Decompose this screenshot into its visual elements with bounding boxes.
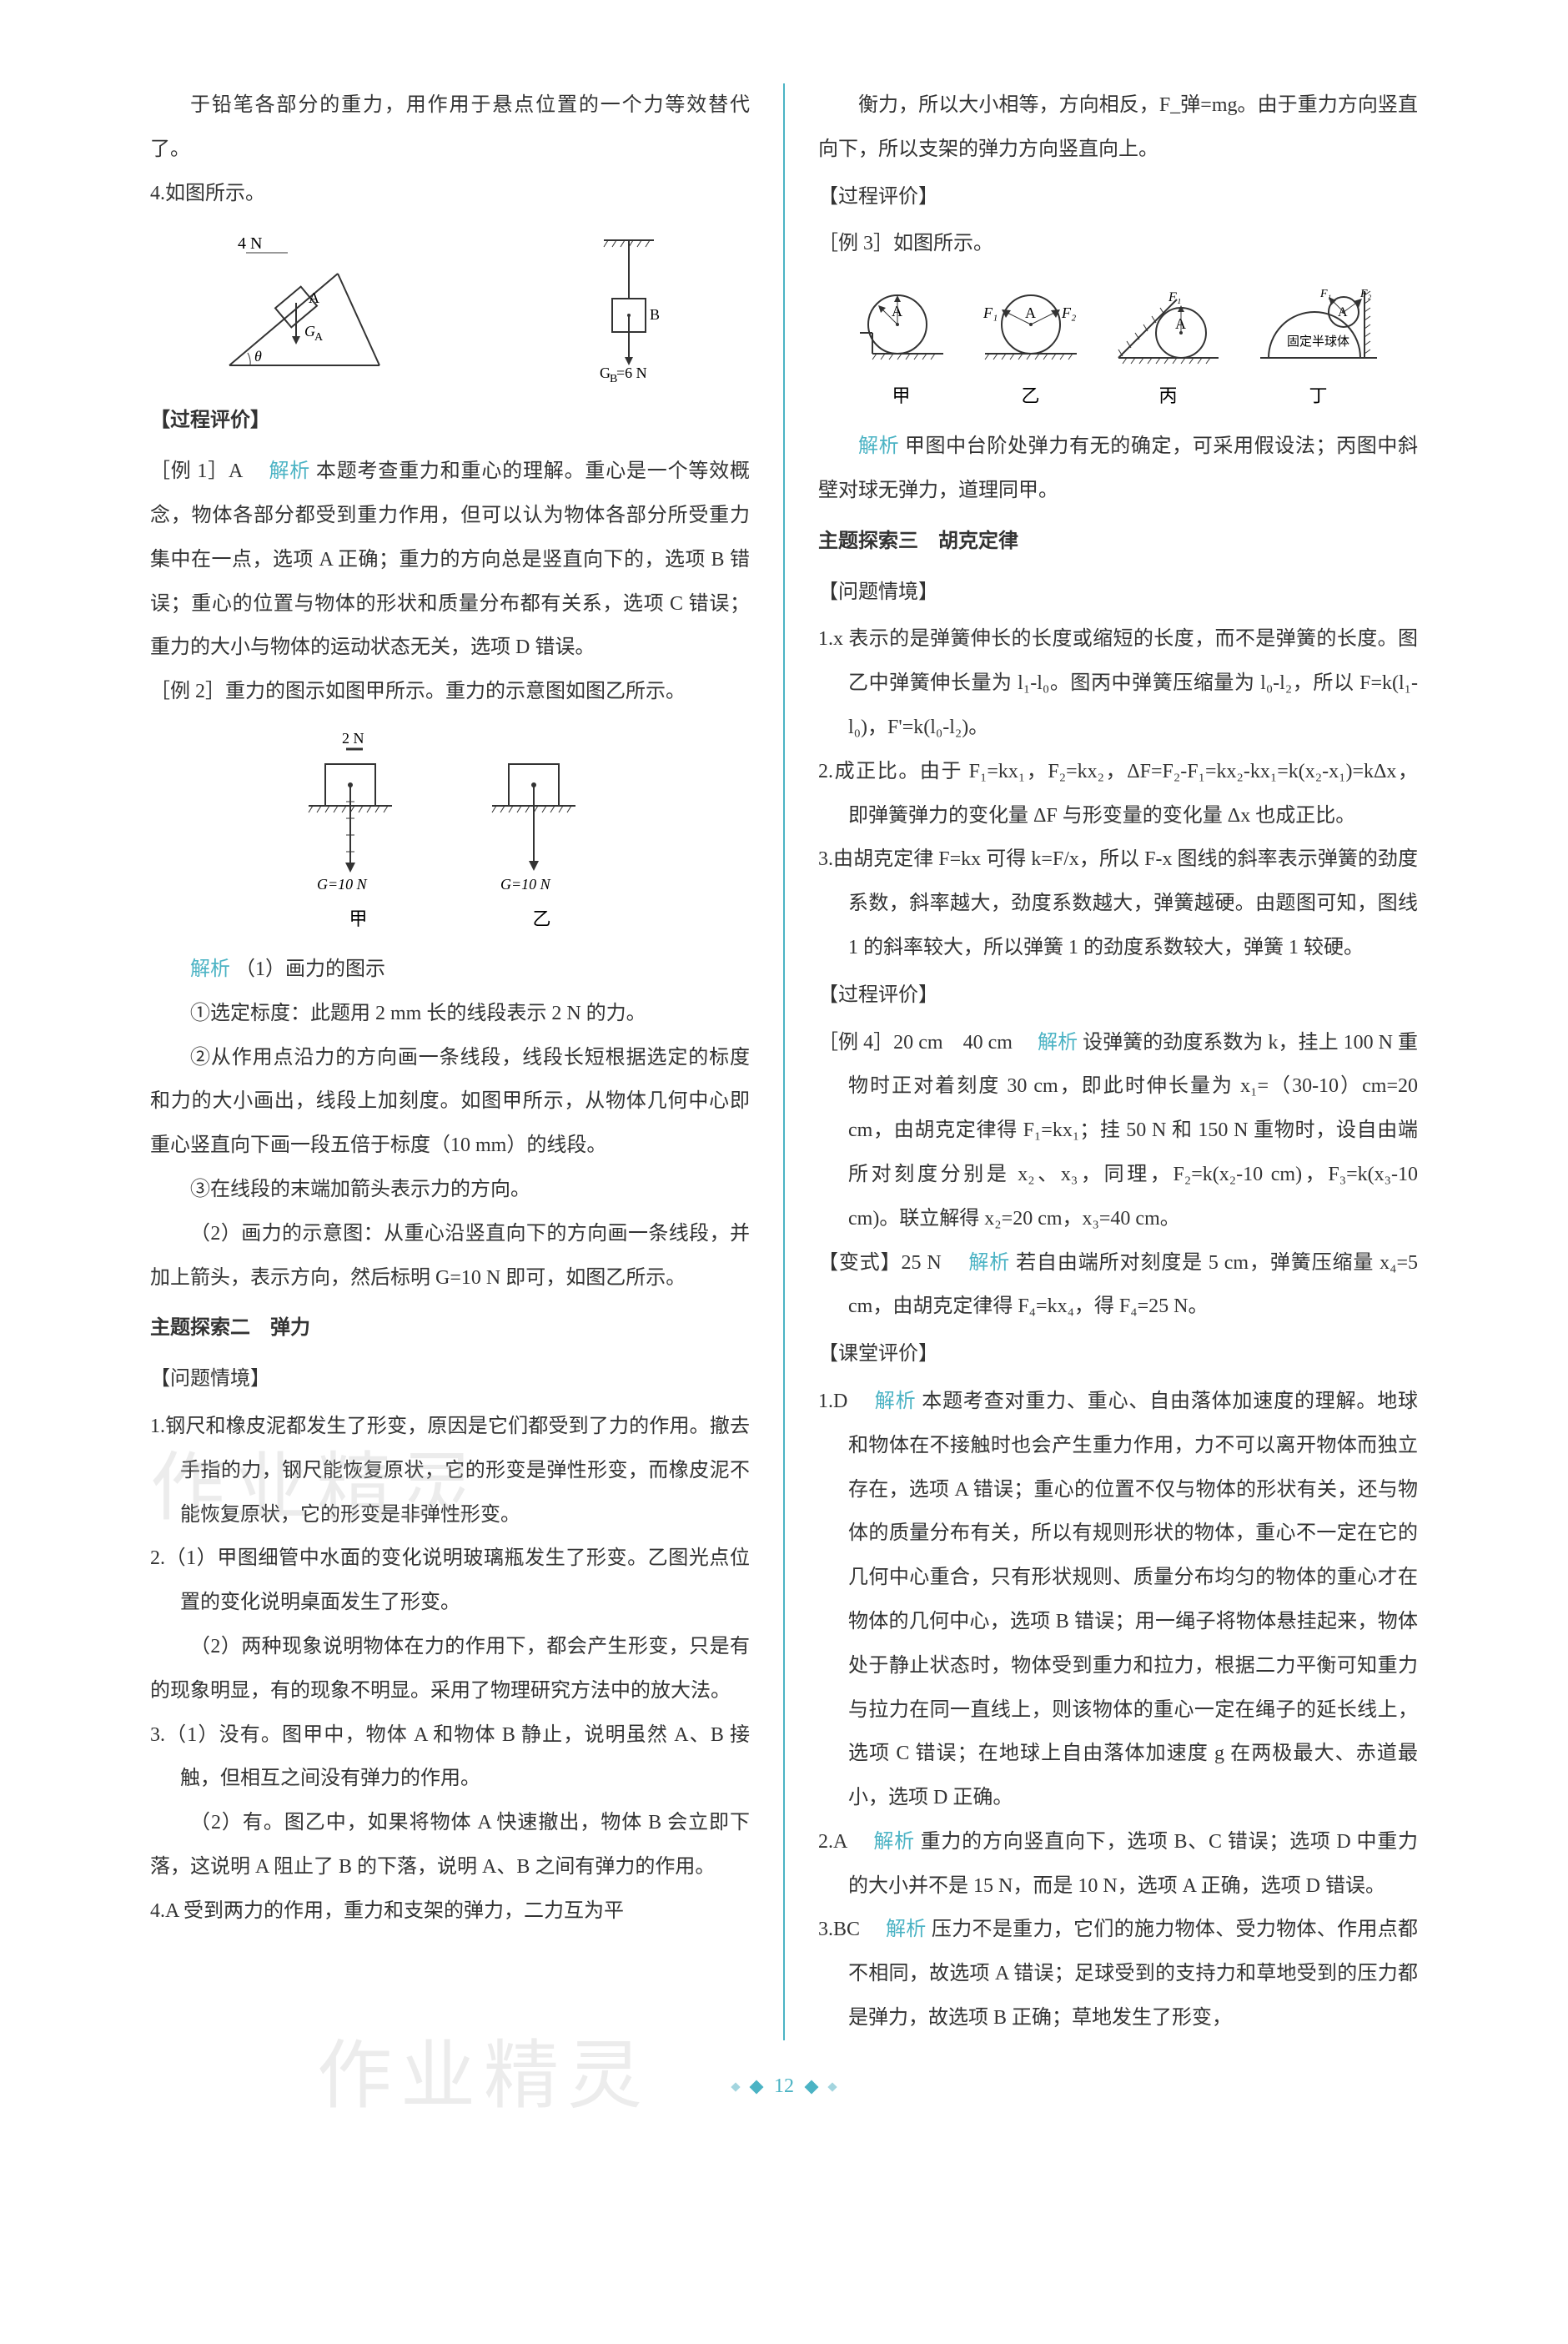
diamond-icon <box>750 2080 764 2094</box>
analysis-label: 解析 <box>873 1831 915 1853</box>
svg-text:=6 N: =6 N <box>616 365 647 381</box>
process-eval-heading: 【过程评价】 <box>150 399 750 443</box>
analysis-3: 解析 甲图中台阶处弹力有无的确定，可采用假设法；丙图中斜壁对球无弹力，道理同甲。 <box>818 425 1418 513</box>
analysis-label: 解析 <box>968 1252 1010 1274</box>
svg-text:2 N: 2 N <box>342 731 364 747</box>
problem-3a: 3.（1）没有。图甲中，物体 A 和物体 B 静止，说明虽然 A、B 接触，但相… <box>150 1713 750 1802</box>
force-diagram-jia-icon: 2 N G=10 N <box>292 731 425 898</box>
svg-text:A: A <box>1025 304 1036 321</box>
svg-text:F₁: F₁ <box>983 304 998 321</box>
class-1: 1.D 解析 本题考查对重力、重心、自由落体加速度的理解。地球和物体在不接触时也… <box>818 1380 1418 1820</box>
problem-3b: （2）有。图乙中，如果将物体 A 快速撤出，物体 B 会立即下落，这说明 A 阻… <box>150 1801 750 1889</box>
fig-caption: 乙 <box>475 904 609 931</box>
part-2: （2）画力的示意图：从重心沿竖直向下的方向画一条线段，并加上箭头，表示方向，然后… <box>150 1212 750 1300</box>
figure-2: 2 N G=10 N <box>150 731 750 931</box>
example-2: ［例 2］重力的图示如图甲所示。重力的示意图如图乙所示。 <box>150 670 750 714</box>
process-eval-heading-2: 【过程评价】 <box>818 973 1418 1018</box>
figure-1: 4 N A G A θ B <box>150 232 750 382</box>
fig-caption: 丙 <box>1110 381 1227 408</box>
problem-4: 4.A 受到两力的作用，重力和支架的弹力，二力互为平 <box>150 1889 750 1934</box>
question-4: 4.如图所示。 <box>150 172 750 216</box>
incline-diagram-icon: 4 N A G A θ <box>213 232 396 382</box>
analysis-label: 解析 <box>886 1919 927 1940</box>
ball-hemisphere-diagram-icon: A F₁ F₂ 固定半球体 <box>1252 283 1385 375</box>
svg-text:F₁: F₁ <box>1168 290 1181 304</box>
step-3: ③在线段的末端加箭头表示力的方向。 <box>150 1168 750 1212</box>
svg-text:F₂: F₂ <box>1359 288 1372 300</box>
svg-text:固定半球体: 固定半球体 <box>1287 334 1349 349</box>
class-eval-heading: 【课堂评价】 <box>818 1332 1418 1376</box>
step-1: ①选定标度：此题用 2 mm 长的线段表示 2 N 的力。 <box>150 992 750 1036</box>
analysis-label: 解析 <box>875 1391 917 1412</box>
problem-2a: 2.（1）甲图细管中水面的变化说明玻璃瓶发生了形变。乙图光点位置的变化说明桌面发… <box>150 1537 750 1625</box>
continuation-text: 衡力，所以大小相等，方向相反，F_弹=mg。由于重力方向竖直向下，所以支架的弹力… <box>818 83 1418 172</box>
fig-caption: 丁 <box>1252 381 1385 408</box>
svg-text:G=10 N: G=10 N <box>500 876 551 893</box>
example-3: ［例 3］如图所示。 <box>818 222 1418 266</box>
svg-text:θ: θ <box>254 348 262 365</box>
fig-caption: 甲 <box>852 381 952 408</box>
diamond-icon <box>731 2082 740 2091</box>
column-divider <box>783 83 785 2040</box>
ball-two-force-diagram-icon: A F₁ F₂ <box>977 283 1085 375</box>
variant: 【变式】25 N 解析 若自由端所对刻度是 5 cm，弹簧压缩量 x₄=5 cm… <box>818 1241 1418 1330</box>
svg-text:F₂: F₂ <box>1061 304 1076 321</box>
ball-incline-diagram-icon: A F₁ <box>1110 283 1227 375</box>
example-1: ［例 1］A 解析 本题考查重力和重心的理解。重心是一个等效概念，物体各部分都受… <box>150 450 750 670</box>
fig-caption: 乙 <box>977 381 1085 408</box>
figure-3: A 甲 <box>818 283 1418 408</box>
fig-caption: 甲 <box>292 904 425 931</box>
right-column: 衡力，所以大小相等，方向相反，F_弹=mg。由于重力方向竖直向下，所以支架的弹力… <box>793 83 1443 2040</box>
svg-text:A: A <box>309 289 319 306</box>
analysis-label: 解析 <box>269 460 310 482</box>
process-eval-heading: 【过程评价】 <box>818 175 1418 219</box>
page-number-value: 12 <box>774 2075 794 2098</box>
diamond-icon <box>827 2082 837 2091</box>
topic-3-heading: 主题探索三 胡克定律 <box>818 520 1418 564</box>
page-container: 于铅笔各部分的重力，用作用于悬点位置的一个力等效替代了。 4.如图所示。 4 N… <box>125 83 1443 2040</box>
svg-text:B: B <box>650 306 660 323</box>
problem-1: 1.钢尺和橡皮泥都发生了形变，原因是它们都受到了力的作用。撤去手指的力，钢尺能恢… <box>150 1405 750 1537</box>
class-3: 3.BC 解析 压力不是重力，它们的施力物体、受力物体、作用点都不相同，故选项 … <box>818 1908 1418 2040</box>
topic-2-heading: 主题探索二 弹力 <box>150 1306 750 1351</box>
analysis-2: 解析 （1）画力的图示 <box>150 948 750 992</box>
ball-step-diagram-icon: A <box>852 283 952 375</box>
svg-text:4 N: 4 N <box>238 234 262 253</box>
svg-text:G=10 N: G=10 N <box>317 876 368 893</box>
svg-text:F₁: F₁ <box>1319 288 1331 300</box>
page-number: 12 <box>125 2074 1443 2099</box>
r-problem-2: 2.成正比。由于 F₁=kx₁，F₂=kx₂，ΔF=F₂-F₁=kx₂-kx₁=… <box>818 750 1418 838</box>
force-diagram-yi-icon: G=10 N <box>475 731 609 898</box>
diamond-icon <box>805 2080 819 2094</box>
svg-text:A: A <box>314 331 324 344</box>
class-2: 2.A 解析 重力的方向竖直向下，选项 B、C 错误；选项 D 中重力的大小并不… <box>818 1820 1418 1909</box>
left-column: 于铅笔各部分的重力，用作用于悬点位置的一个力等效替代了。 4.如图所示。 4 N… <box>125 83 775 2040</box>
intro-text: 于铅笔各部分的重力，用作用于悬点位置的一个力等效替代了。 <box>150 83 750 172</box>
r-problem-1: 1.x 表示的是弹簧伸长的长度或缩短的长度，而不是弹簧的长度。图乙中弹簧伸长量为… <box>818 617 1418 749</box>
analysis-label: 解析 <box>858 435 899 457</box>
problem-situation-heading: 【问题情境】 <box>818 571 1418 615</box>
hanging-block-diagram-icon: B GB =6 N <box>570 232 687 382</box>
r-problem-3: 3.由胡克定律 F=kx 可得 k=F/x，所以 F-x 图线的斜率表示弹簧的劲… <box>818 838 1418 969</box>
analysis-label: 解析 <box>1038 1032 1078 1054</box>
step-2: ②从作用点沿力的方向画一条线段，线段长短根据选定的标度和力的大小画出，线段上加刻… <box>150 1036 750 1168</box>
example-4: ［例 4］20 cm 40 cm 解析 设弹簧的劲度系数为 k，挂上 100 N… <box>818 1021 1418 1241</box>
problem-2b: （2）两种现象说明物体在力的作用下，都会产生形变，只是有的现象明显，有的现象不明… <box>150 1625 750 1713</box>
analysis-label: 解析 <box>190 958 230 980</box>
problem-situation-heading: 【问题情境】 <box>150 1357 750 1401</box>
